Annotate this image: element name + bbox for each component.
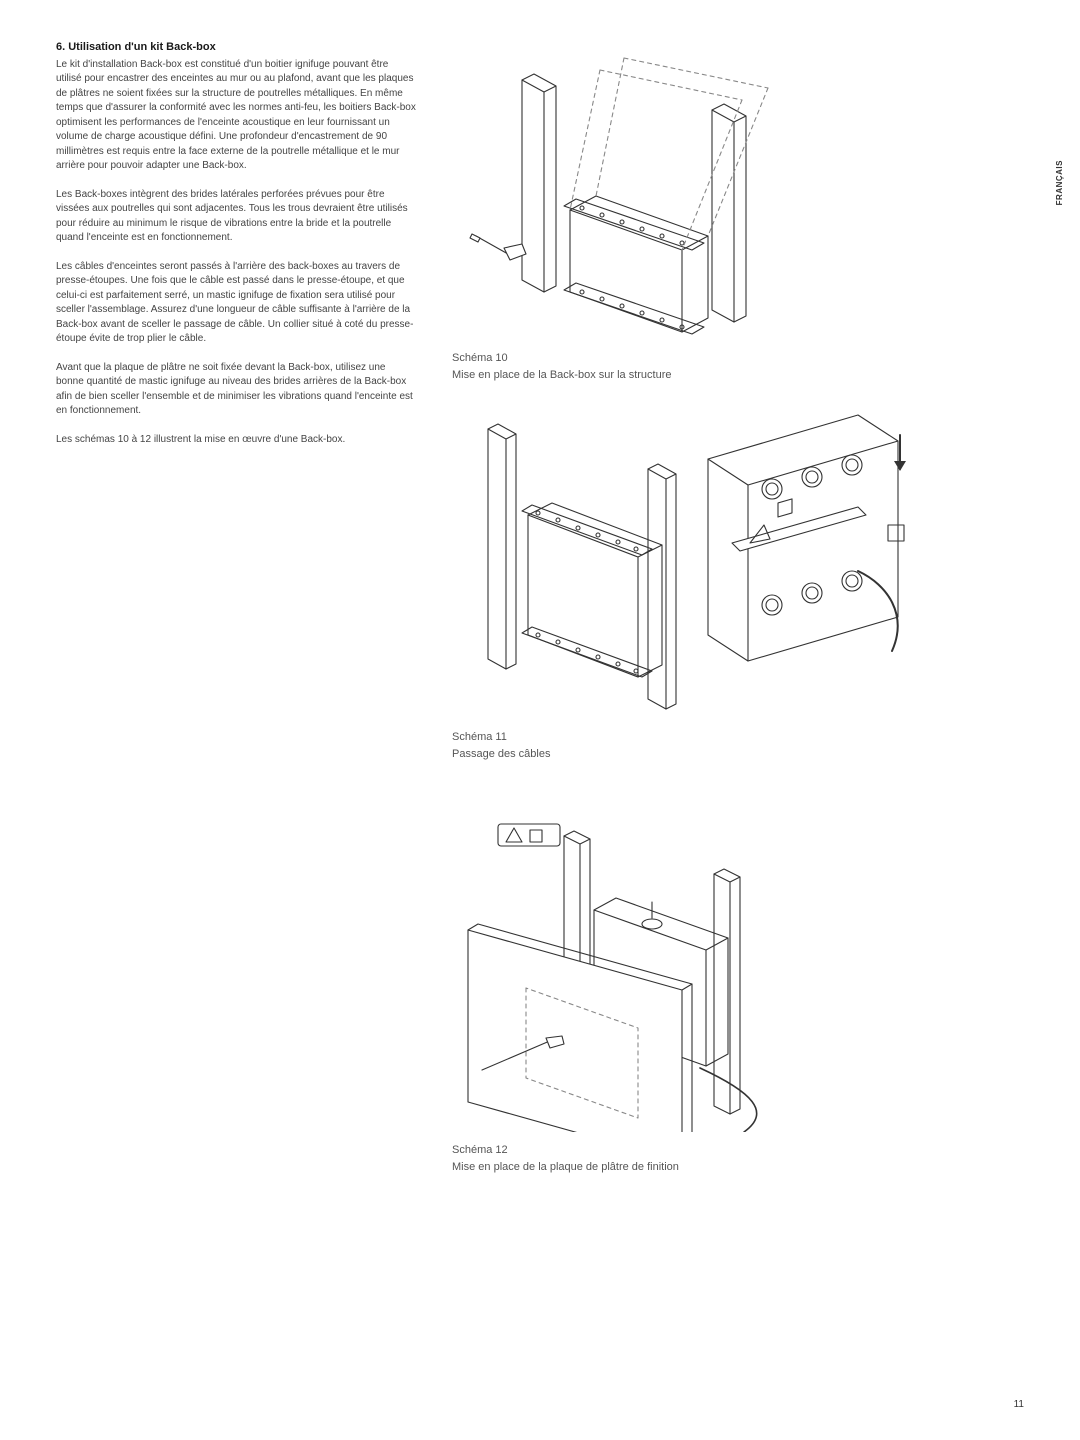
diagram-12-icon bbox=[452, 812, 872, 1132]
diagram-10-icon bbox=[452, 40, 832, 340]
section-title: 6. Utilisation d'un kit Back-box bbox=[56, 40, 416, 56]
fig12-desc: Mise en place de la plaque de plâtre de … bbox=[452, 1159, 1024, 1176]
diagram-11-icon bbox=[452, 409, 912, 719]
figure-column: Schéma 10 Mise en place de la Back-box s… bbox=[452, 40, 1024, 1201]
figure-11: Schéma 11 Passage des câbles bbox=[452, 409, 1024, 762]
fig11-label: Schéma 11 bbox=[452, 729, 1024, 746]
fig12-label: Schéma 12 bbox=[452, 1142, 1024, 1159]
paragraph-5: Les schémas 10 à 12 illustrent la mise e… bbox=[56, 433, 416, 448]
paragraph-3: Les câbles d'enceintes seront passés à l… bbox=[56, 260, 416, 347]
text-column: 6. Utilisation d'un kit Back-box Le kit … bbox=[56, 40, 416, 1201]
fig10-label: Schéma 10 bbox=[452, 350, 1024, 367]
two-column-layout: 6. Utilisation d'un kit Back-box Le kit … bbox=[56, 40, 1024, 1201]
page-number: 11 bbox=[1014, 1398, 1024, 1413]
paragraph-2: Les Back-boxes intègrent des brides laté… bbox=[56, 188, 416, 246]
fig11-desc: Passage des câbles bbox=[452, 746, 1024, 763]
figure-12: Schéma 12 Mise en place de la plaque de … bbox=[452, 812, 1024, 1175]
figure-10: Schéma 10 Mise en place de la Back-box s… bbox=[452, 40, 1024, 383]
fig10-desc: Mise en place de la Back-box sur la stru… bbox=[452, 367, 1024, 384]
paragraph-1: Le kit d'installation Back-box est const… bbox=[56, 58, 416, 174]
language-tab: FRANÇAIS bbox=[1054, 160, 1066, 205]
paragraph-4: Avant que la plaque de plâtre ne soit fi… bbox=[56, 361, 416, 419]
